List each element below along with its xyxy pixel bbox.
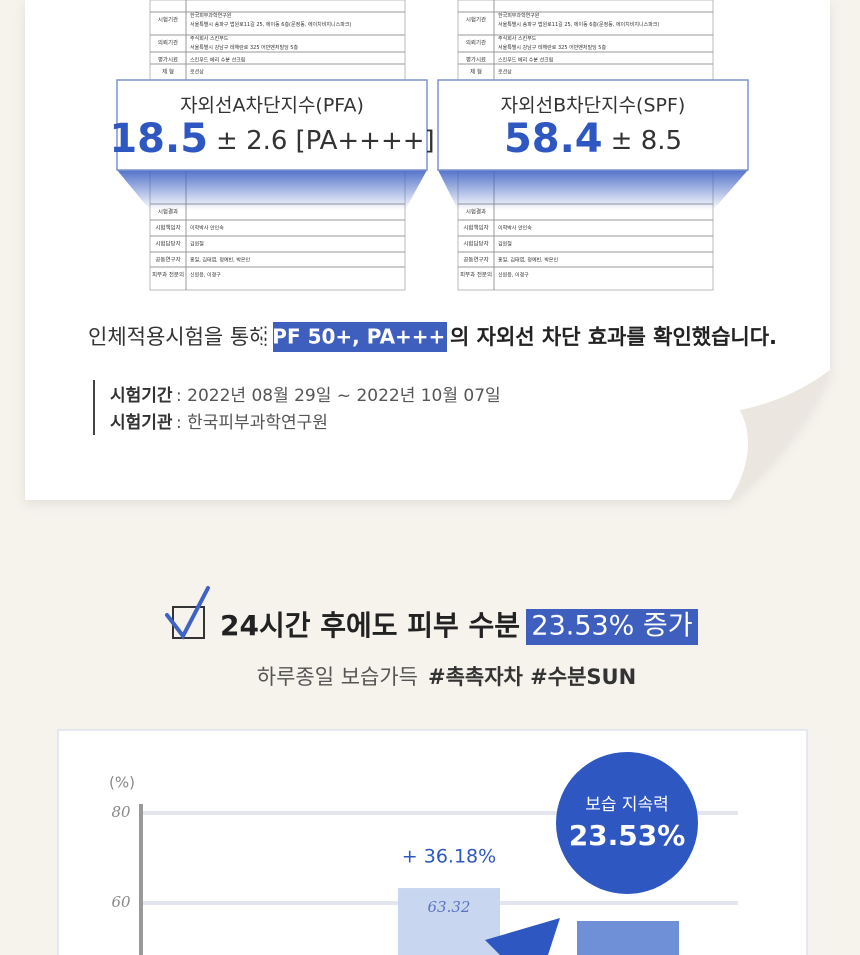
result-grade: [PA++++] xyxy=(295,126,434,156)
report-row-value: 서울특별시 송파구 법원로11길 25, 에이동 6층(문정동, 에이치비지니스… xyxy=(190,21,351,28)
report-row-value: 주식회사 스킨푸드 xyxy=(498,35,537,42)
report-row-label: 시험결과 xyxy=(158,208,178,216)
report-row-label: 피부과 전문의 xyxy=(460,271,492,279)
report-row-label: 의뢰기관 xyxy=(158,39,178,47)
result-error: ± 2.6 xyxy=(216,126,287,156)
result-title: 자외선A차단지수(PFA) xyxy=(180,95,364,117)
section-subtitle: 하루종일 보습가득 xyxy=(257,665,418,689)
report-row-value: 로션상 xyxy=(190,69,204,76)
bar xyxy=(398,888,500,955)
report-row-value: 홍일, 김태엽, 정예빈, 박은인 xyxy=(190,257,251,264)
report-row-value: 이학박사 안인숙 xyxy=(498,225,532,232)
report-row-label: 시험책임자 xyxy=(155,224,180,232)
data-label: 63.32 xyxy=(428,898,471,916)
report-row-value: 서울특별시 강남구 테헤란로 325 어반벤처빌딩 5층 xyxy=(498,44,606,51)
report-row-label: 시험담당자 xyxy=(463,240,488,248)
unit-label: (%) xyxy=(109,774,135,792)
report-row-value: 이학박사 안인숙 xyxy=(190,225,224,232)
report-row-label: 의뢰기관 xyxy=(466,39,486,47)
report-row-label: 제 형 xyxy=(162,68,174,76)
result-box xyxy=(437,79,749,171)
y-tick-label: 60 xyxy=(111,893,131,911)
result-value: 58.4 ± 8.5 xyxy=(504,116,682,162)
report-row-value: 한국피부과학연구원 xyxy=(190,12,232,19)
report-row-label: 평가시료 xyxy=(466,56,486,64)
info-label: 시험기관 xyxy=(110,412,173,433)
bubble-value: 23.53% xyxy=(569,819,686,852)
section-title: 24시간 후에도 피부 수분 xyxy=(220,609,520,642)
report-row-label: 제 형 xyxy=(470,68,482,76)
report-row-label: 공동연구자 xyxy=(155,256,180,264)
result-error: ± 8.5 xyxy=(611,126,682,156)
report-row-label: 시험기관 xyxy=(466,16,486,24)
report-row-label: 피부과 전문의 xyxy=(152,271,184,279)
report-row-value: 스킨푸드 베리 수분 선크림 xyxy=(498,57,553,64)
report-row-value: 신원응, 이경구 xyxy=(190,272,221,279)
highlight-bg xyxy=(526,609,698,645)
report-row-value: 신원응, 이경구 xyxy=(498,272,529,279)
callout-triangle xyxy=(117,170,427,210)
y-tick-label: 80 xyxy=(111,803,131,821)
report-row-value: 주식회사 스킨푸드 xyxy=(190,35,229,42)
info-label: 시험기간 xyxy=(110,385,173,406)
bar xyxy=(577,921,679,955)
report-row-label: 평가시료 xyxy=(158,56,178,64)
highlight-bg xyxy=(273,322,447,352)
result-value: 18.5 ± 2.6 [PA++++] xyxy=(109,116,434,162)
section-tags: #촉촉자차 #수분SUN xyxy=(428,665,636,689)
report-row-value: 로션상 xyxy=(498,69,512,76)
report-row-label: 시험책임자 xyxy=(463,224,488,232)
result-box xyxy=(116,79,428,171)
result-number: 18.5 xyxy=(109,116,208,162)
bubble xyxy=(556,752,698,894)
info-value: : 한국피부과학연구원 xyxy=(176,413,328,433)
report-row-label: 공동연구자 xyxy=(463,256,488,264)
bubble-label: 보습 지속력 xyxy=(585,795,669,815)
result-title: 자외선B차단지수(SPF) xyxy=(501,95,686,117)
report-row-value: 김원철 xyxy=(498,241,512,248)
check-mark xyxy=(165,586,210,640)
summary-text: 의 자외선 차단 효과를 확인했습니다. xyxy=(450,325,777,349)
report-row-label: 시험결과 xyxy=(466,208,486,216)
report-row-value: 서울특별시 강남구 테헤란로 325 어반벤처빌딩 5층 xyxy=(190,44,298,51)
report-row-value: 한국피부과학연구원 xyxy=(498,12,540,19)
annotation: + 36.18% xyxy=(402,846,496,868)
paper-curl xyxy=(730,370,830,500)
report-row-value: 김원철 xyxy=(190,241,204,248)
report-row-label: 시험담당자 xyxy=(155,240,180,248)
report-row-label: 시험기관 xyxy=(158,16,178,24)
callout-triangle xyxy=(438,170,748,210)
info-value: : 2022년 08월 29일 ~ 2022년 10월 07일 xyxy=(176,386,501,406)
summary-highlight: SPF 50+, PA++++ xyxy=(258,325,462,349)
section-highlight: 23.53% 증가 xyxy=(531,611,692,642)
arrow xyxy=(485,918,560,955)
report-row-value: 홍일, 김태엽, 정예빈, 박은인 xyxy=(498,257,559,264)
summary-text: 인체적용시험을 통해 xyxy=(88,325,269,349)
report-row-value: 스킨푸드 베리 수분 선크림 xyxy=(190,57,245,64)
report-row-value: 서울특별시 송파구 법원로11길 25, 에이동 6층(문정동, 에이치비지니스… xyxy=(498,21,659,28)
result-number: 58.4 xyxy=(504,116,603,162)
info-bar xyxy=(93,380,95,435)
